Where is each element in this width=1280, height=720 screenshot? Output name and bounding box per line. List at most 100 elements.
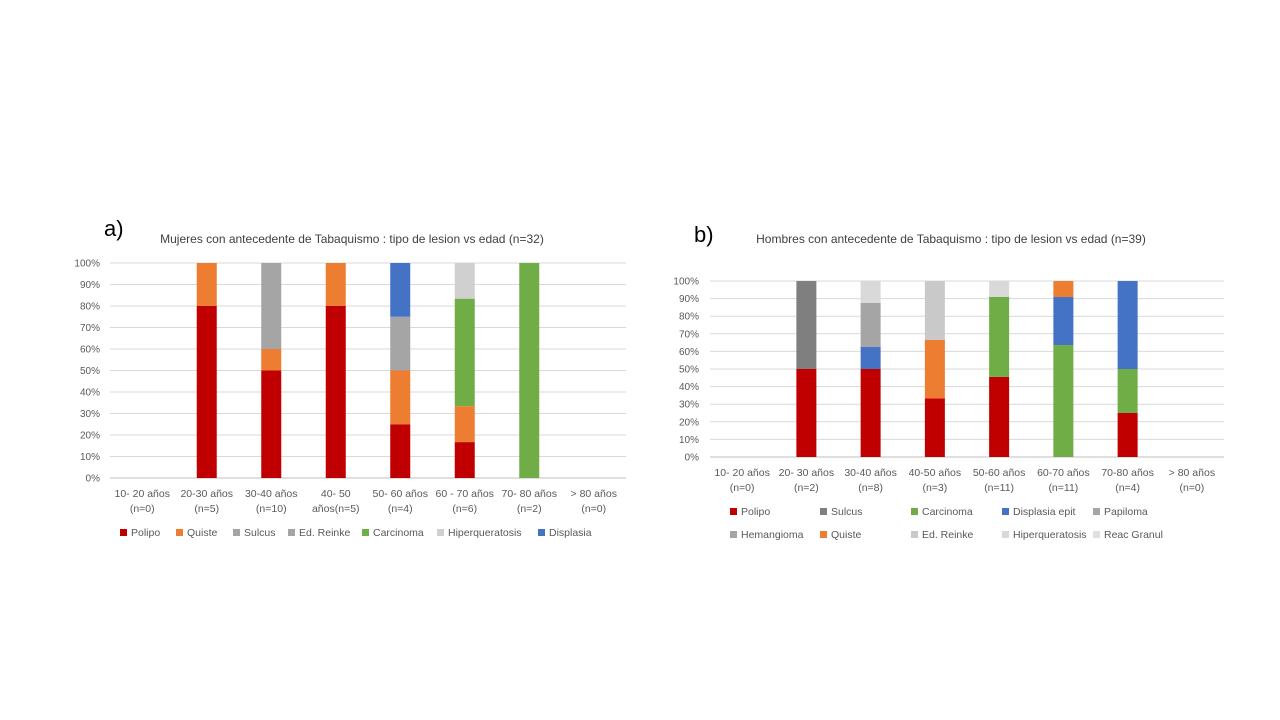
chart2-legend-swatch bbox=[911, 531, 918, 538]
chart1-legend-label: Sulcus bbox=[244, 527, 276, 539]
chart1-bar-quiste bbox=[454, 406, 475, 443]
chart1-x-tick-label: (n=2) bbox=[517, 503, 542, 515]
chart2-legend-swatch bbox=[1093, 508, 1100, 515]
chart2-x-tick-label: > 80 años bbox=[1169, 467, 1215, 479]
chart2-bar-hiperqueratosis bbox=[989, 280, 1010, 297]
chart1-panel-label: a) bbox=[104, 216, 124, 241]
chart1-bar-carcinoma bbox=[454, 298, 475, 407]
chart1-x-tick-label: 20-30 años bbox=[180, 488, 233, 500]
chart2-x-tick-label: 30-40 años bbox=[844, 467, 897, 479]
chart2-title: Hombres con antecedente de Tabaquismo : … bbox=[756, 232, 1146, 246]
chart1-y-tick-label: 10% bbox=[80, 452, 100, 463]
chart1-legend-label: Ed. Reinke bbox=[299, 527, 351, 539]
chart2-legend-swatch bbox=[911, 508, 918, 515]
chart2-legend-label: Sulcus bbox=[831, 506, 863, 518]
chart1-x-tick-label: (n=5) bbox=[194, 503, 219, 515]
chart1-bar-polipo bbox=[454, 442, 475, 478]
chart1-bar-polipo bbox=[196, 306, 217, 478]
chart2-y-tick-label: 40% bbox=[679, 382, 699, 393]
chart2-bar-polipo bbox=[1117, 413, 1138, 457]
chart1-y-tick-label: 90% bbox=[80, 280, 100, 291]
chart2-bar-ed-reinke bbox=[924, 281, 945, 340]
chart1-bar-polipo bbox=[261, 370, 282, 478]
chart2-x-tick-label: (n=11) bbox=[984, 482, 1014, 494]
chart2-bar-sulcus bbox=[796, 281, 817, 369]
chart1-y-tick-label: 100% bbox=[74, 259, 100, 270]
chart2-bar-hiperqueratosis bbox=[860, 281, 881, 303]
chart2-bar-quiste bbox=[1053, 281, 1074, 298]
chart1-x-tick-label: > 80 años bbox=[571, 488, 617, 500]
chart1-x-tick-label: 70- 80 años bbox=[502, 488, 557, 500]
chart2-bar-polipo bbox=[924, 398, 945, 457]
chart2-x-tick-label: (n=3) bbox=[922, 482, 947, 494]
chart2-bar-displasia-epit bbox=[1117, 281, 1138, 369]
chart2-x-tick-label: (n=11) bbox=[1048, 482, 1078, 494]
chart1-y-tick-label: 70% bbox=[80, 323, 100, 334]
chart2-legend-label: Papiloma bbox=[1104, 506, 1148, 518]
chart1-legend-swatch bbox=[176, 529, 183, 536]
chart1-x-tick-label: 50- 60 años bbox=[373, 488, 428, 500]
chart2-x-tick-label: 50-60 años bbox=[973, 467, 1026, 479]
chart2-x-tick-label: (n=4) bbox=[1115, 482, 1140, 494]
chart-1: a) Mujeres con antecedente de Tabaquismo … bbox=[74, 216, 626, 539]
chart1-y-tick-label: 80% bbox=[80, 302, 100, 313]
chart1-y-tick-label: 30% bbox=[80, 409, 100, 420]
chart1-bar-quiste bbox=[325, 263, 346, 306]
chart1-title: Mujeres con antecedente de Tabaquismo : … bbox=[160, 232, 544, 246]
chart1-x-tick-label: años(n=5) bbox=[312, 503, 360, 515]
chart2-x-tick-label: (n=0) bbox=[730, 482, 755, 494]
chart2-y-tick-label: 0% bbox=[685, 453, 700, 464]
chart1-legend-label: Carcinoma bbox=[373, 527, 424, 539]
chart2-y-tick-label: 100% bbox=[673, 277, 699, 288]
chart1-legend-swatch bbox=[288, 529, 295, 536]
chart1-x-tick-label: (n=4) bbox=[388, 503, 413, 515]
chart1-bar-quiste bbox=[390, 370, 411, 425]
chart2-legend-label: Ed. Reinke bbox=[922, 529, 974, 541]
chart2-panel-label: b) bbox=[694, 222, 714, 247]
chart2-bar-carcinoma bbox=[989, 296, 1010, 377]
chart1-legend-label: Displasia bbox=[549, 527, 592, 539]
chart1-bar-carcinoma bbox=[519, 263, 540, 478]
chart2-bar-hemangioma bbox=[860, 303, 881, 325]
chart1-bar-sulcus bbox=[261, 306, 282, 349]
chart2-bar-polipo bbox=[796, 369, 817, 457]
chart2-x-tick-label: 70-80 años bbox=[1101, 467, 1154, 479]
chart1-x-tick-label: 30-40 años bbox=[245, 488, 298, 500]
chart2-legend-swatch bbox=[1093, 531, 1100, 538]
chart-2: b) Hombres con antecedente de Tabaquismo … bbox=[673, 222, 1224, 541]
chart2-x-tick-label: (n=8) bbox=[858, 482, 883, 494]
chart2-x-tick-label: 60-70 años bbox=[1037, 467, 1090, 479]
chart2-bar-polipo bbox=[989, 376, 1010, 457]
chart1-legend-swatch bbox=[437, 529, 444, 536]
chart1-legend-label: Polipo bbox=[131, 527, 160, 539]
chart2-y-tick-label: 70% bbox=[679, 329, 699, 340]
chart2-legend-swatch bbox=[730, 531, 737, 538]
chart2-y-tick-label: 60% bbox=[679, 347, 699, 358]
chart1-legend-swatch bbox=[120, 529, 127, 536]
chart1-x-tick-label: (n=10) bbox=[256, 503, 287, 515]
chart1-legend-label: Hiperqueratosis bbox=[448, 527, 522, 539]
chart2-legend-label: Carcinoma bbox=[922, 506, 973, 518]
chart2-bar-carcinoma bbox=[1117, 369, 1138, 413]
chart1-bar-polipo bbox=[390, 424, 411, 478]
chart2-bar-polipo bbox=[860, 369, 881, 457]
chart2-legend-label: Polipo bbox=[741, 506, 770, 518]
chart1-x-tick-label: 10- 20 años bbox=[115, 488, 170, 500]
chart2-legend-swatch bbox=[1002, 508, 1009, 515]
chart1-x-tick-label: (n=0) bbox=[581, 503, 606, 515]
chart2-legend-label: Hemangioma bbox=[741, 529, 804, 541]
chart1-bar-ed-reinke bbox=[390, 316, 411, 371]
chart1-legend-swatch bbox=[538, 529, 545, 536]
chart2-legend-label: Quiste bbox=[831, 529, 862, 541]
chart1-bar-quiste bbox=[261, 349, 282, 371]
chart2-y-tick-label: 10% bbox=[679, 435, 699, 446]
chart2-bar-displasia-epit bbox=[860, 347, 881, 369]
chart1-legend-swatch bbox=[233, 529, 240, 536]
chart1-legend-label: Quiste bbox=[187, 527, 218, 539]
chart2-bar-carcinoma bbox=[1053, 345, 1074, 457]
chart1-x-tick-label: (n=6) bbox=[452, 503, 477, 515]
chart1-y-tick-label: 20% bbox=[80, 431, 100, 442]
chart2-bar-displasia-epit bbox=[1053, 297, 1074, 346]
chart1-x-tick-label: 40- 50 bbox=[321, 488, 351, 500]
